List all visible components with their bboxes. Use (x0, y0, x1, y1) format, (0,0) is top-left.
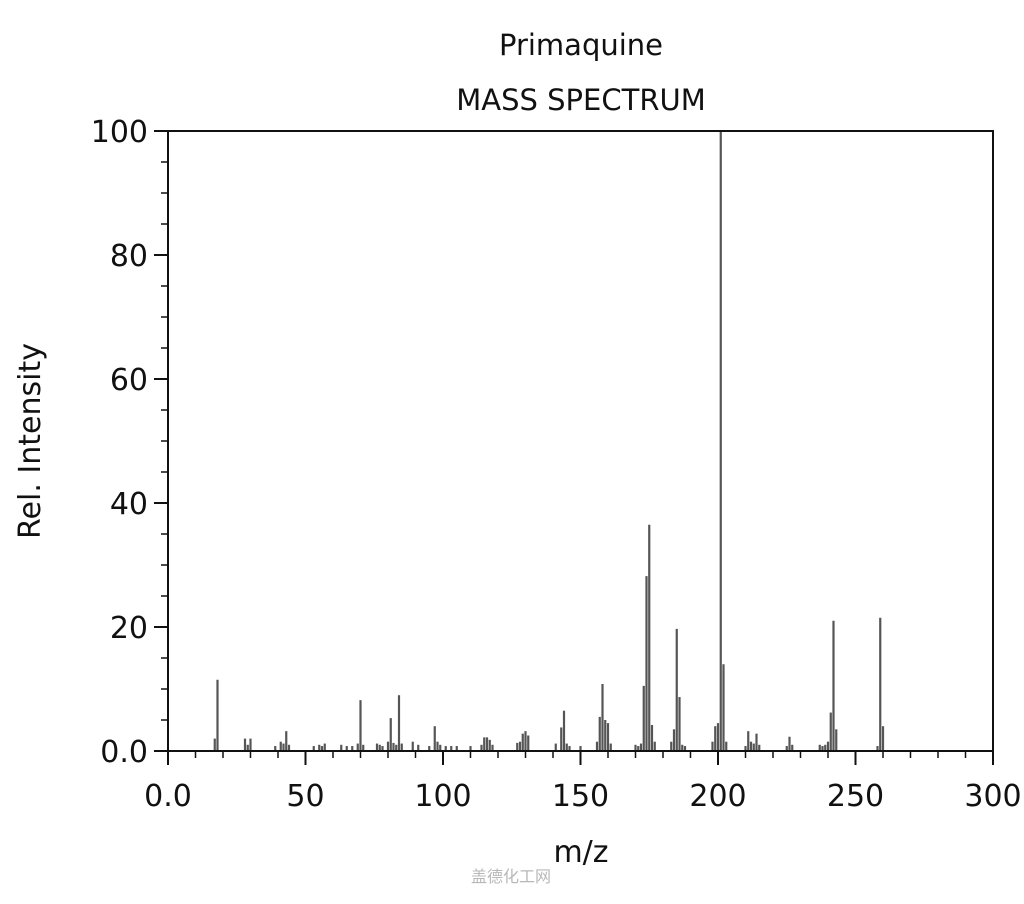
watermark: 盖德化工网 (471, 867, 551, 886)
y-tick-labels: 0.0 20 40 60 80 100 (91, 115, 148, 770)
x-tick-label: 50 (286, 779, 324, 814)
chart-title: Primaquine (499, 28, 663, 62)
y-tick-label: 100 (91, 115, 148, 150)
plot-frame (167, 130, 994, 752)
y-axis-label: Rel. Intensity (13, 343, 48, 539)
x-tick-label: 250 (827, 779, 884, 814)
x-tick-label: 200 (689, 779, 746, 814)
x-tick-label: 300 (964, 779, 1021, 814)
axis-ticks (154, 130, 994, 765)
y-tick-label: 20 (110, 611, 148, 646)
chart-subtitle: MASS SPECTRUM (456, 83, 705, 117)
peak-bars (213, 131, 885, 751)
y-tick-label: 80 (110, 239, 148, 274)
y-tick-label: 0.0 (100, 735, 148, 770)
x-tick-label: 150 (552, 779, 609, 814)
x-tick-labels: 0.0 50 100 150 200 250 300 (144, 779, 1021, 814)
x-axis-label: m/z (553, 835, 608, 870)
x-tick-label: 100 (414, 779, 471, 814)
y-tick-label: 40 (110, 487, 148, 522)
x-tick-label: 0.0 (144, 779, 192, 814)
y-tick-label: 60 (110, 363, 148, 398)
